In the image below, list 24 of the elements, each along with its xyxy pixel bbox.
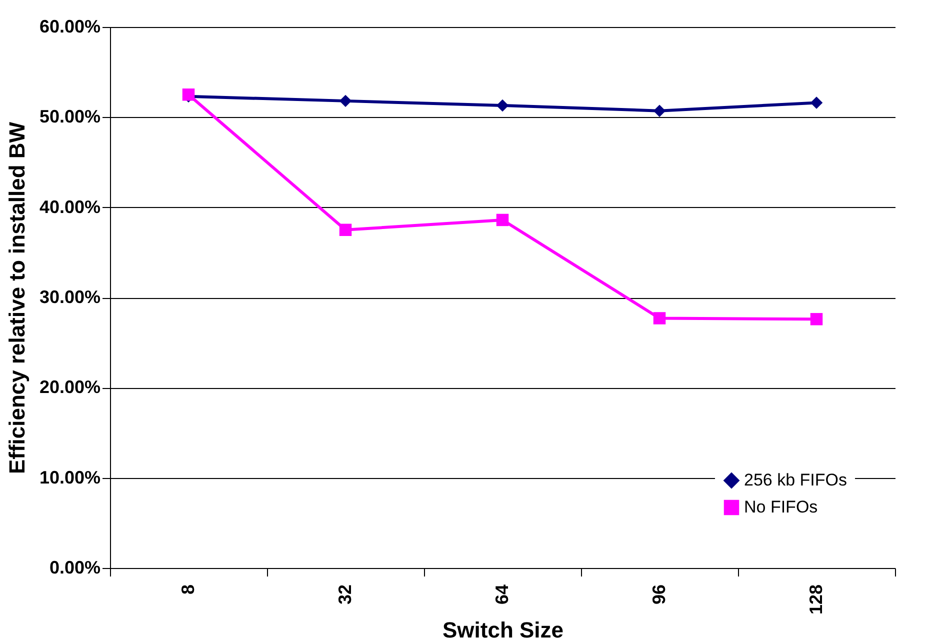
x-axis-title: Switch Size [442, 618, 564, 639]
point [810, 313, 823, 326]
point [653, 312, 666, 324]
y-tick-label: 10.00% [39, 467, 100, 488]
y-tick-label: 20.00% [39, 377, 100, 398]
point [810, 96, 823, 109]
y-tick-label: 30.00% [39, 287, 100, 307]
y-tick-label: 0.00% [49, 558, 100, 578]
x-tick-label: 8 [178, 584, 198, 595]
y-axis-title: Efficiency relative to installed BW [4, 122, 30, 474]
x-tick-label: 128 [806, 584, 826, 615]
y-tick-label: 40.00% [39, 196, 100, 217]
x-tick-label: 64 [492, 584, 512, 605]
point [653, 104, 666, 117]
point [496, 99, 509, 112]
point [339, 94, 352, 108]
point [339, 224, 352, 236]
y-tick-label: 50.00% [39, 106, 100, 127]
legend-label: 256 kb FIFOs [744, 470, 847, 490]
point [496, 214, 509, 226]
x-tick-label: 96 [649, 584, 669, 605]
x-tick-label: 32 [335, 584, 355, 605]
y-tick-label: 60.00% [39, 16, 100, 36]
legend-label: No FIFOs [744, 498, 818, 516]
